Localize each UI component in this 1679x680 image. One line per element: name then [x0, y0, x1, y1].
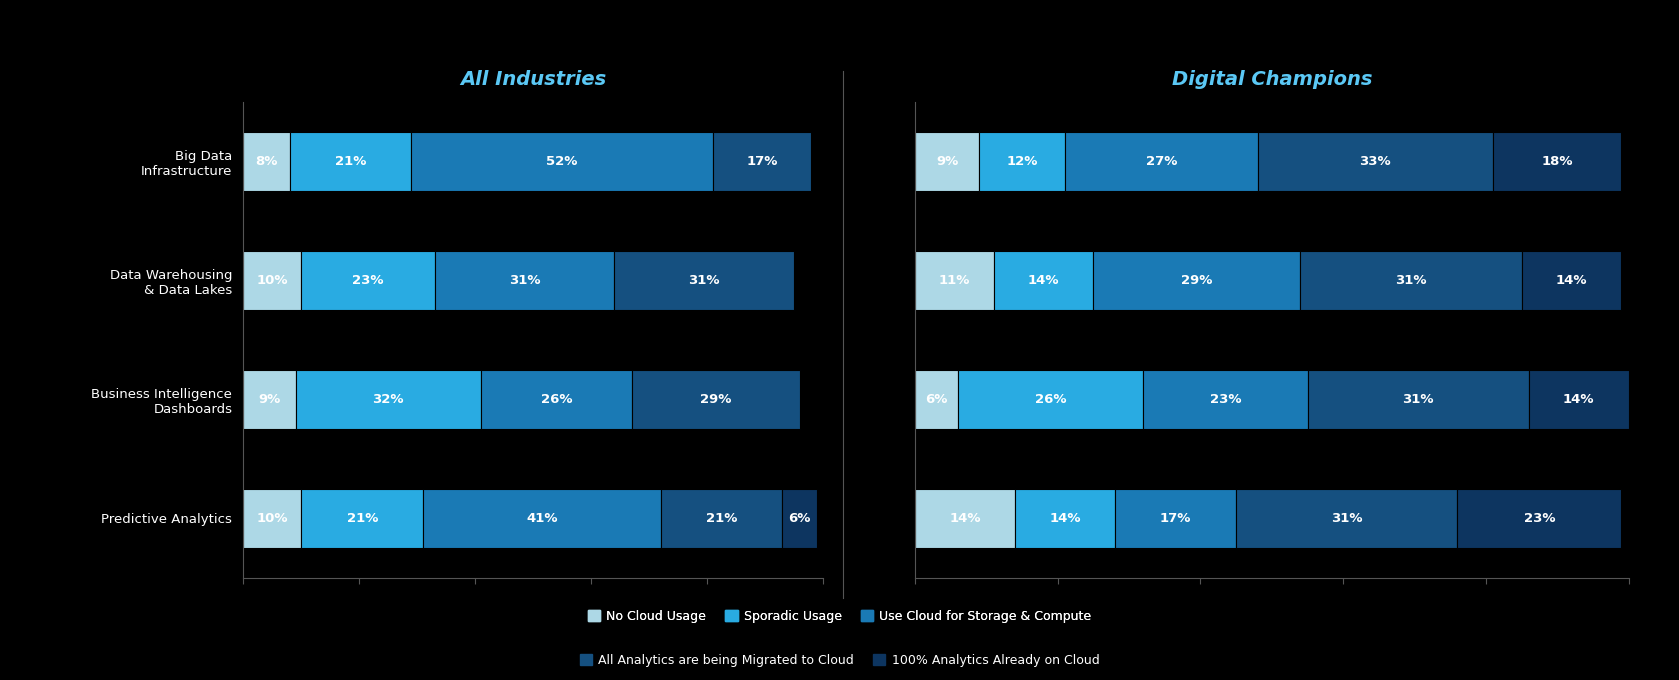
Text: 9%: 9% [259, 393, 280, 406]
Bar [480, 370, 631, 429]
Bar [1236, 489, 1457, 548]
Text: 31%: 31% [1395, 274, 1427, 287]
Bar [243, 489, 302, 548]
Text: 12%: 12% [1006, 155, 1038, 168]
Text: 14%: 14% [1556, 274, 1587, 287]
Bar [1115, 489, 1236, 548]
Text: 14%: 14% [1049, 512, 1081, 525]
Text: 26%: 26% [1034, 393, 1066, 406]
Text: 31%: 31% [509, 274, 541, 287]
Text: 29%: 29% [700, 393, 732, 406]
Bar [302, 489, 423, 548]
Bar [915, 489, 1014, 548]
Text: 9%: 9% [935, 155, 959, 168]
Bar [243, 132, 290, 191]
Text: 21%: 21% [346, 512, 378, 525]
Bar [1258, 132, 1493, 191]
Bar [1143, 370, 1308, 429]
Text: 27%: 27% [1145, 155, 1177, 168]
Bar [782, 489, 818, 548]
Text: 23%: 23% [1523, 512, 1555, 525]
Bar [435, 251, 615, 310]
Bar [1093, 251, 1300, 310]
Text: 10%: 10% [257, 512, 289, 525]
Text: 17%: 17% [1160, 512, 1190, 525]
Text: 23%: 23% [353, 274, 384, 287]
Text: 29%: 29% [1182, 274, 1212, 287]
Bar [1457, 489, 1622, 548]
Text: 32%: 32% [373, 393, 405, 406]
Text: 6%: 6% [925, 393, 947, 406]
Text: 26%: 26% [541, 393, 573, 406]
Text: 41%: 41% [526, 512, 557, 525]
Text: 23%: 23% [1209, 393, 1241, 406]
Text: 33%: 33% [1360, 155, 1392, 168]
Bar [1300, 251, 1521, 310]
Bar [1014, 489, 1115, 548]
Text: 10%: 10% [257, 274, 289, 287]
Text: 14%: 14% [1028, 274, 1059, 287]
Bar [915, 370, 957, 429]
Bar [915, 132, 979, 191]
Text: 6%: 6% [789, 512, 811, 525]
Bar [979, 132, 1064, 191]
Bar [296, 370, 480, 429]
Text: 11%: 11% [939, 274, 970, 287]
Title: All Industries: All Industries [460, 70, 606, 89]
Bar [423, 489, 660, 548]
Bar [615, 251, 794, 310]
Text: 21%: 21% [334, 155, 366, 168]
Bar [660, 489, 782, 548]
Bar [957, 370, 1143, 429]
Bar [243, 251, 302, 310]
Bar [243, 370, 296, 429]
Bar [302, 251, 435, 310]
Text: 31%: 31% [1402, 393, 1434, 406]
Bar [290, 132, 411, 191]
Title: Digital Champions: Digital Champions [1172, 70, 1372, 89]
Text: 14%: 14% [1563, 393, 1595, 406]
Bar [994, 251, 1093, 310]
Legend: No Cloud Usage, Sporadic Usage, Use Cloud for Storage & Compute: No Cloud Usage, Sporadic Usage, Use Clou… [588, 610, 1091, 623]
Text: 31%: 31% [1331, 512, 1363, 525]
Bar [1493, 132, 1622, 191]
Bar [712, 132, 811, 191]
Text: 17%: 17% [745, 155, 777, 168]
Text: 31%: 31% [688, 274, 720, 287]
Text: 21%: 21% [705, 512, 737, 525]
Text: 18%: 18% [1541, 155, 1573, 168]
Bar [1528, 370, 1629, 429]
Bar [411, 132, 712, 191]
Bar [1521, 251, 1622, 310]
Bar [1308, 370, 1528, 429]
Legend: All Analytics are being Migrated to Cloud, 100% Analytics Already on Cloud: All Analytics are being Migrated to Clou… [579, 654, 1100, 667]
Bar [1064, 132, 1258, 191]
Text: 14%: 14% [949, 512, 981, 525]
Text: 52%: 52% [546, 155, 578, 168]
Bar [915, 251, 994, 310]
Bar [631, 370, 799, 429]
Text: 8%: 8% [255, 155, 277, 168]
